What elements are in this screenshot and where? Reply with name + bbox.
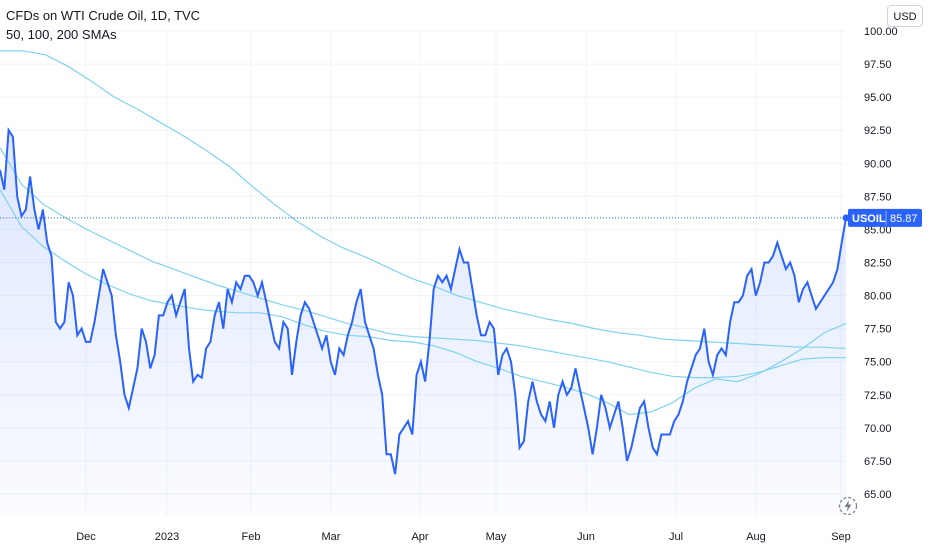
last-price-value: 85.87 [890,213,918,225]
y-tick-label: 77.50 [864,324,892,336]
y-tick-label: 87.50 [864,191,892,203]
y-tick-label: 67.50 [864,456,892,468]
indicator-legend[interactable]: 50, 100, 200 SMAs [6,27,117,42]
x-tick-label: Sep [831,531,851,543]
y-tick-label: 92.50 [864,125,892,137]
y-tick-label: 82.50 [864,258,892,270]
sma-line [0,147,846,379]
y-axis: 65.00 67.50 70.00 72.50 75.00 77.50 80.00 82.50… [864,26,898,501]
x-tick-label: Dec [76,531,96,543]
x-tick-label: Feb [242,531,261,543]
lightning-icon[interactable] [838,496,858,516]
y-tick-label: 85.00 [864,224,892,236]
y-tick-label: 65.00 [864,489,892,501]
x-tick-label: May [486,531,507,543]
x-tick-label: Jun [577,531,595,543]
y-tick-label: 95.00 [864,92,892,104]
y-tick-label: 75.00 [864,357,892,369]
chart-title: CFDs on WTI Crude Oil, 1D, TVC [6,8,201,23]
x-tick-label: Aug [746,531,766,543]
y-tick-label: 97.50 [864,59,892,71]
last-price-dot [842,214,850,222]
sma-line [0,50,847,350]
price-area-fill [0,130,846,515]
sma-lines [0,50,847,416]
price-line [0,127,847,475]
x-tick-label: Apr [411,531,428,543]
currency-button[interactable]: USD [887,5,923,27]
x-tick-label: Jul [669,531,683,543]
last-price-tag: USOIL 85.87 [848,208,922,227]
y-tick-label: 70.00 [864,423,892,435]
x-tick-label: Mar [322,531,341,543]
y-tick-label: 72.50 [864,390,892,402]
sma-line [0,189,847,416]
last-price-symbol: USOIL [852,213,886,225]
x-axis: Dec 2023 Feb Mar Apr May Jun Jul Aug Sep [76,531,851,543]
y-tick-label: 100.00 [864,26,898,38]
x-tick-label: 2023 [155,531,179,543]
y-tick-label: 80.00 [864,291,892,303]
y-tick-label: 90.00 [864,158,892,170]
